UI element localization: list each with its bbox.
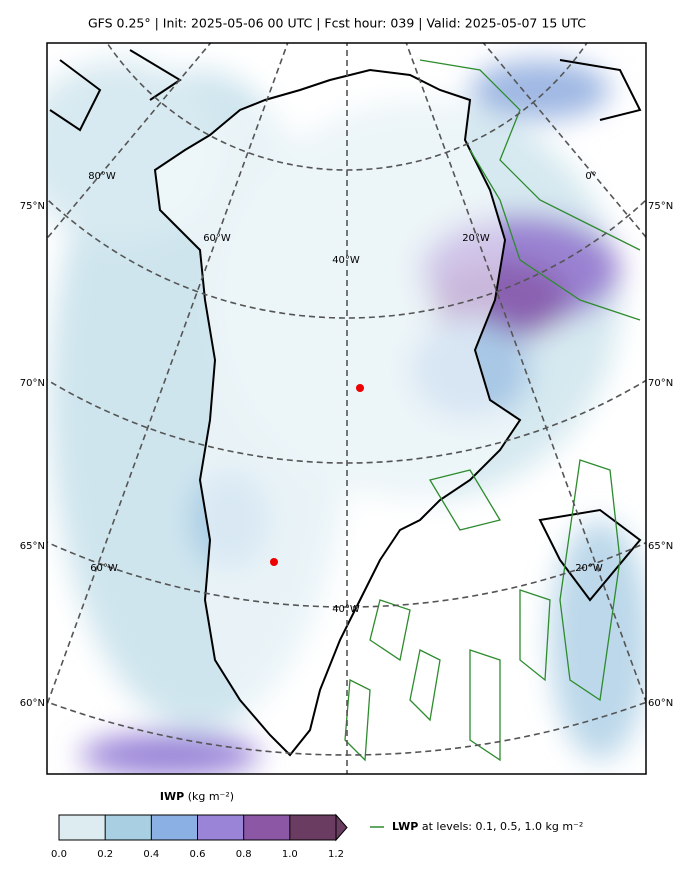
- lon-label: 20°W: [462, 233, 490, 244]
- lat-label: 70°N: [648, 378, 673, 389]
- colorbar-tick-label: 0.8: [236, 849, 252, 860]
- marker: [270, 558, 278, 566]
- colorbar-tick-label: 0.4: [143, 849, 159, 860]
- colorbar-tick-label: 1.0: [282, 849, 298, 860]
- lon-label: 40°W: [332, 255, 360, 266]
- colorbar-segment: [59, 815, 106, 840]
- lon-label: 0°: [585, 171, 596, 182]
- lat-label: 65°N: [20, 541, 45, 552]
- lon-label: 80°W: [88, 171, 116, 182]
- coastline: [153, 68, 522, 757]
- marker: [356, 384, 364, 392]
- colorbar-tick-label: 0.0: [51, 849, 67, 860]
- colorbar-unit: (kg m⁻²): [188, 790, 234, 803]
- lat-label: 75°N: [648, 201, 673, 212]
- title: GFS 0.25° | Init: 2025-05-06 00 UTC | Fc…: [88, 16, 586, 31]
- legend-name: LWP: [392, 820, 418, 833]
- lon-label: 40°W: [332, 604, 360, 615]
- lon-label: 60°W: [203, 233, 231, 244]
- colorbar-segment: [243, 815, 290, 840]
- lat-label: 65°N: [648, 541, 673, 552]
- lon-label: 20°W: [575, 563, 603, 574]
- map-frame: [46, 42, 647, 775]
- colorbar-extend: [335, 813, 348, 842]
- legend-label: LWP at levels: 0.1, 0.5, 1.0 kg m⁻²: [392, 820, 583, 833]
- lon-label: 60°W: [90, 563, 118, 574]
- colorbar-segment: [105, 815, 152, 840]
- lat-label: 70°N: [20, 378, 45, 389]
- lat-label: 60°N: [648, 698, 673, 709]
- lwp-contours: [344, 59, 641, 762]
- colorbar-segment: [151, 815, 198, 840]
- colorbar-segment: [289, 815, 336, 840]
- legend-text: at levels: 0.1, 0.5, 1.0 kg m⁻²: [422, 820, 583, 833]
- colorbar-segment: [197, 815, 244, 840]
- colorbar-tick-label: 0.6: [190, 849, 206, 860]
- colorbar-name: IWP: [160, 790, 184, 803]
- lat-label: 60°N: [20, 698, 45, 709]
- colorbar-label: IWP (kg m⁻²): [160, 790, 234, 803]
- colorbar-tick-label: 0.2: [97, 849, 113, 860]
- lat-label: 75°N: [20, 201, 45, 212]
- colorbar-tick-label: 1.2: [328, 849, 344, 860]
